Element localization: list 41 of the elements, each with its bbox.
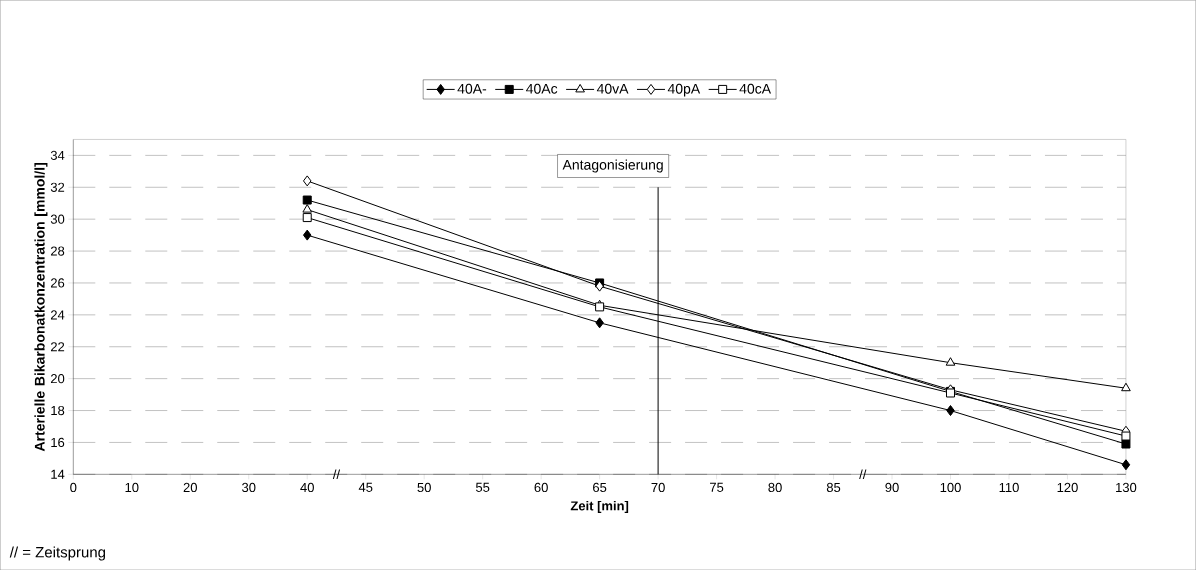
ref-line-label: Antagonisierung	[562, 159, 663, 173]
x-tick-label: 55	[475, 482, 490, 492]
y-tick-label: 34	[50, 150, 65, 160]
y-tick-label: 28	[50, 246, 65, 256]
x-tick-label: 70	[651, 482, 665, 492]
x-tick-label: 50	[417, 482, 431, 492]
y-tick-label: 30	[50, 214, 65, 224]
x-tick-label: 120	[1057, 482, 1078, 492]
x-tick-label: 40	[300, 482, 314, 492]
legend-label: 40cA	[739, 83, 772, 94]
legend-label: 40A-	[457, 83, 487, 94]
y-tick-label: 24	[50, 310, 65, 320]
y-tick-label: 32	[50, 182, 65, 192]
x-tick-label: 10	[125, 482, 139, 492]
x-tick-label: 30	[242, 482, 256, 492]
x-tick-label: 45	[358, 482, 373, 492]
y-tick-label: 14	[51, 469, 65, 479]
legend-label: 40Ac	[526, 83, 558, 94]
y-tick-label: 20	[50, 373, 65, 384]
y-axis-title: Arterielle Bikarbonatkonzentration [mmol/l]	[34, 162, 48, 452]
legend-label: 40vA	[596, 83, 629, 94]
x-tick-label: 110	[999, 482, 1019, 492]
x-tick-label: 75	[710, 482, 724, 492]
y-tick-label: 26	[50, 278, 65, 288]
annotation: //	[332, 469, 341, 479]
x-tick-label: 20	[183, 482, 197, 492]
text: // = Zeitsprung	[9, 546, 106, 561]
y-tick-label: 18	[51, 405, 65, 416]
y-tick-label: 16	[51, 437, 65, 447]
x-tick-label: 100	[940, 482, 961, 492]
x-tick-label: 90	[885, 482, 899, 492]
x-axis-title: Zeit [min]	[570, 500, 629, 513]
legend-label: 40pA	[667, 83, 701, 97]
x-tick-label: 130	[1116, 482, 1137, 492]
x-tick-label: 80	[768, 482, 782, 492]
x-tick-label: 60	[534, 482, 548, 492]
x-tick-label: 65	[593, 482, 607, 492]
x-tick-label: 0	[70, 482, 77, 492]
y-tick-label: 22	[50, 342, 65, 352]
annotation: //	[859, 469, 867, 479]
x-tick-label: 85	[826, 482, 841, 492]
